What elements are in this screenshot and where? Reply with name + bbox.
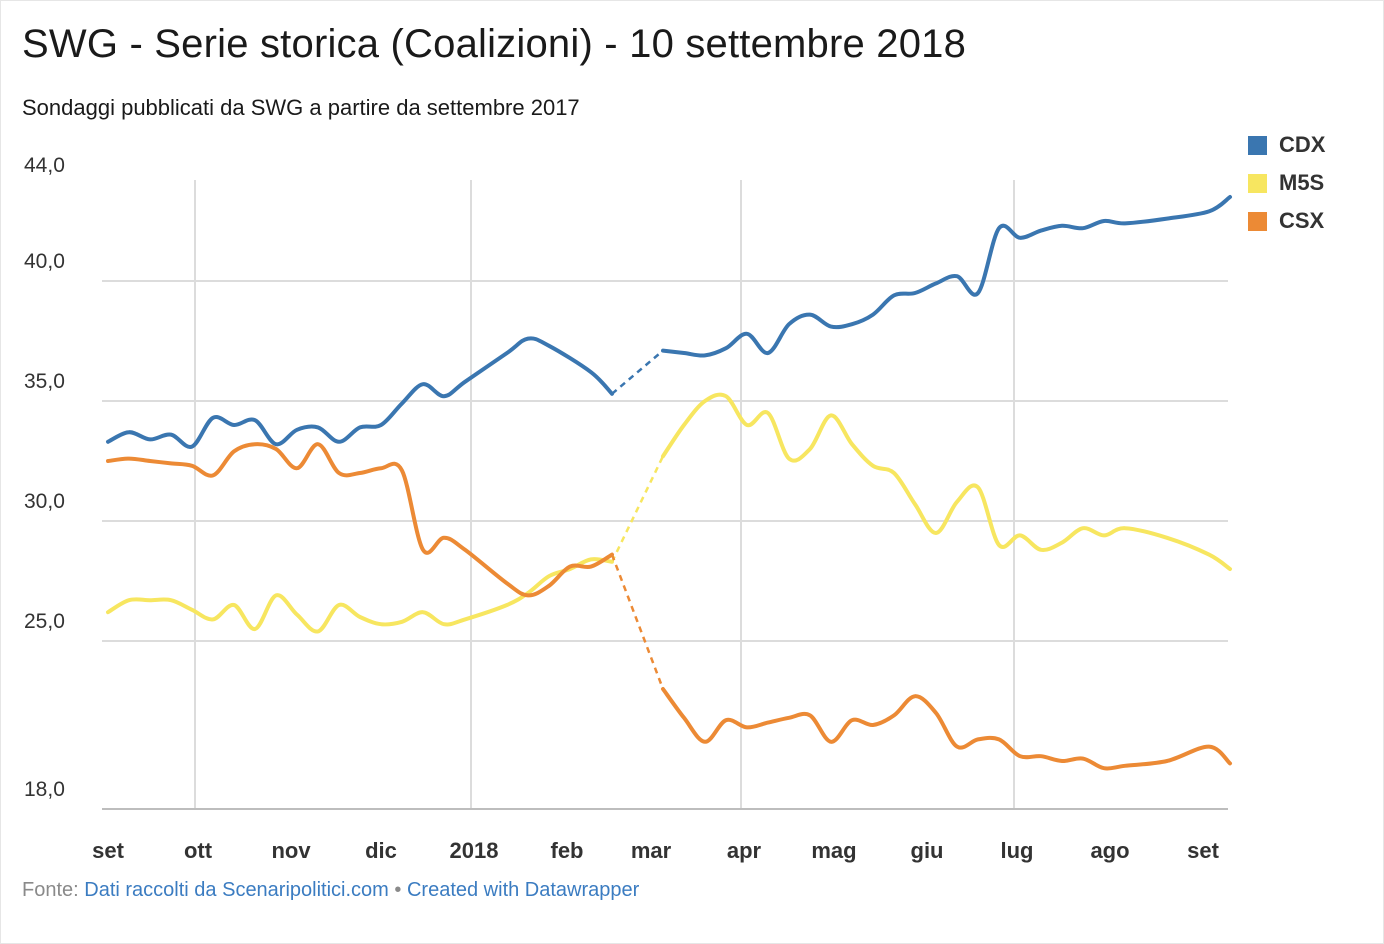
series-line-m5s (661, 392, 1232, 571)
series-gap-csx (610, 554, 665, 690)
x-tick-label: feb (551, 838, 584, 863)
footer-separator: • (394, 879, 402, 901)
x-tick-label: nov (271, 838, 311, 863)
footer: Fonte: Dati raccolti da Scenaripolitici.… (22, 879, 639, 902)
legend-swatch-m5s (1248, 173, 1267, 193)
y-tick-label: 40,0 (24, 250, 65, 273)
y-tick-label: 30,0 (24, 490, 65, 513)
legend-label-m5s: M5S (1279, 170, 1325, 195)
legend-swatch-cdx (1248, 135, 1267, 155)
x-tick-label: ago (1090, 838, 1129, 863)
x-tick-label: 2018 (450, 838, 499, 863)
legend-item-cdx: CDX (1248, 126, 1325, 164)
footer-credit-link[interactable]: Created with Datawrapper (406, 879, 640, 901)
x-tick-label: apr (727, 838, 762, 863)
y-tick-label: 35,0 (24, 370, 65, 393)
y-tick-label: 25,0 (24, 610, 65, 633)
series-line-csx (661, 687, 1232, 771)
legend-item-csx: CSX (1248, 202, 1325, 240)
chart-subtitle: Sondaggi pubblicati da SWG a partire da … (22, 95, 580, 120)
series-line-csx (106, 442, 614, 598)
footer-source-link[interactable]: Dati raccolti da Scenaripolitici.com (84, 879, 389, 901)
series-line-cdx (106, 336, 614, 449)
footer-source-label: Fonte: (22, 879, 79, 901)
series-gap-m5s (610, 455, 665, 563)
x-tick-label: giu (911, 838, 944, 863)
series-gap-cdx (611, 349, 664, 395)
x-tick-label: ott (184, 838, 213, 863)
x-tick-label: mar (631, 838, 672, 863)
x-tick-label: mag (811, 838, 856, 863)
legend-label-cdx: CDX (1279, 132, 1326, 157)
x-tick-label: lug (1001, 838, 1034, 863)
x-tick-label: dic (365, 838, 397, 863)
y-tick-label: 18,0 (24, 778, 65, 801)
legend: CDX M5S CSX (1248, 126, 1325, 240)
legend-item-m5s: M5S (1248, 164, 1325, 202)
series-line-cdx (661, 195, 1232, 358)
x-tick-label: set (1187, 838, 1219, 863)
legend-label-csx: CSX (1279, 208, 1325, 233)
x-tick-label: set (92, 838, 124, 863)
chart-title: SWG - Serie storica (Coalizioni) - 10 se… (22, 22, 967, 66)
y-tick-label: 44,0 (24, 154, 65, 177)
series-line-m5s (106, 557, 614, 634)
legend-swatch-csx (1248, 211, 1267, 231)
